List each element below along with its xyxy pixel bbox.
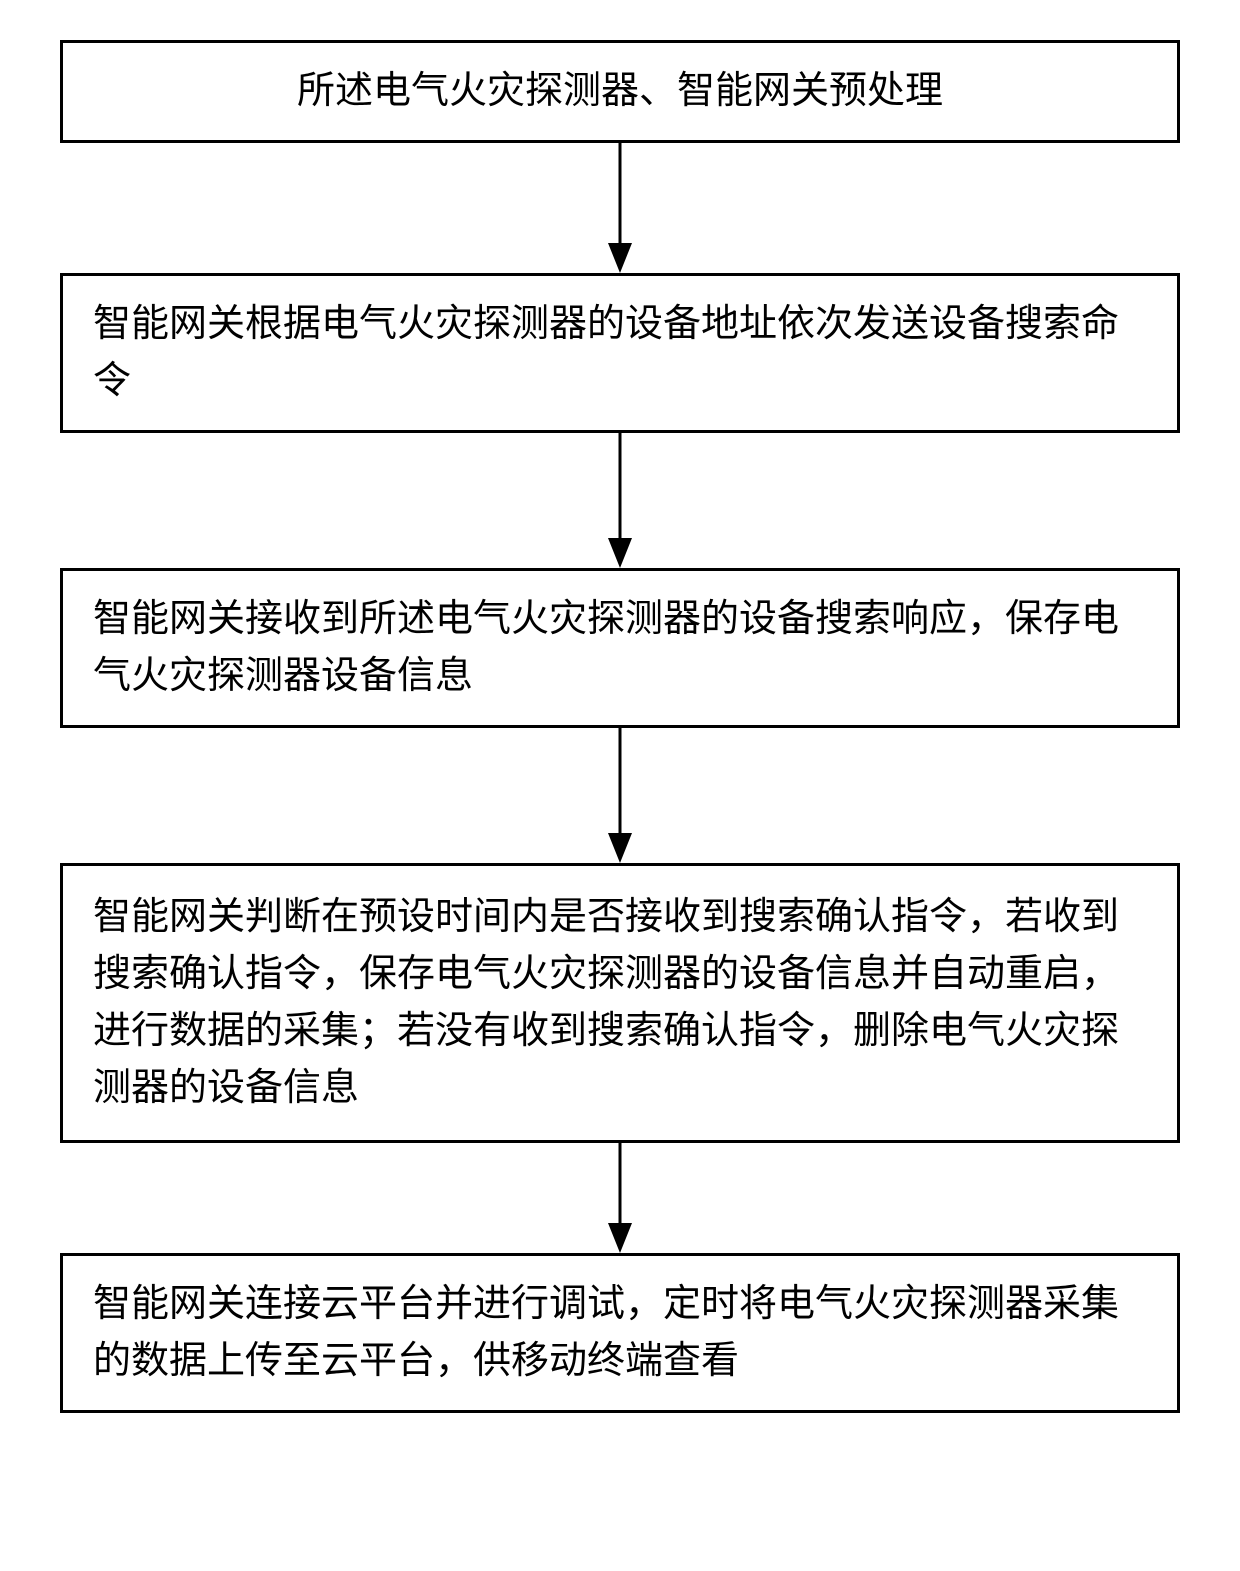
arrow-down-icon (600, 728, 640, 863)
flow-node-5: 智能网关连接云平台并进行调试，定时将电气火灾探测器采集的数据上传至云平台，供移动… (60, 1253, 1180, 1413)
arrow-4 (60, 1143, 1180, 1253)
flowchart-container: 所述电气火灾探测器、智能网关预处理 智能网关根据电气火灾探测器的设备地址依次发送… (60, 40, 1180, 1413)
flow-node-2-text: 智能网关根据电气火灾探测器的设备地址依次发送设备搜索命令 (93, 296, 1147, 410)
flow-node-5-text: 智能网关连接云平台并进行调试，定时将电气火灾探测器采集的数据上传至云平台，供移动… (93, 1276, 1147, 1390)
arrow-3 (60, 728, 1180, 863)
flow-node-1-text: 所述电气火灾探测器、智能网关预处理 (93, 63, 1147, 120)
flow-node-4-text: 智能网关判断在预设时间内是否接收到搜索确认指令，若收到搜索确认指令，保存电气火灾… (93, 889, 1147, 1117)
arrow-2 (60, 433, 1180, 568)
arrow-down-icon (600, 433, 640, 568)
arrow-down-icon (600, 143, 640, 273)
flow-node-3-text: 智能网关接收到所述电气火灾探测器的设备搜索响应，保存电气火灾探测器设备信息 (93, 591, 1147, 705)
flow-node-2: 智能网关根据电气火灾探测器的设备地址依次发送设备搜索命令 (60, 273, 1180, 433)
arrow-1 (60, 143, 1180, 273)
flow-node-4: 智能网关判断在预设时间内是否接收到搜索确认指令，若收到搜索确认指令，保存电气火灾… (60, 863, 1180, 1143)
flow-node-1: 所述电气火灾探测器、智能网关预处理 (60, 40, 1180, 143)
arrow-down-icon (600, 1143, 640, 1253)
flow-node-3: 智能网关接收到所述电气火灾探测器的设备搜索响应，保存电气火灾探测器设备信息 (60, 568, 1180, 728)
